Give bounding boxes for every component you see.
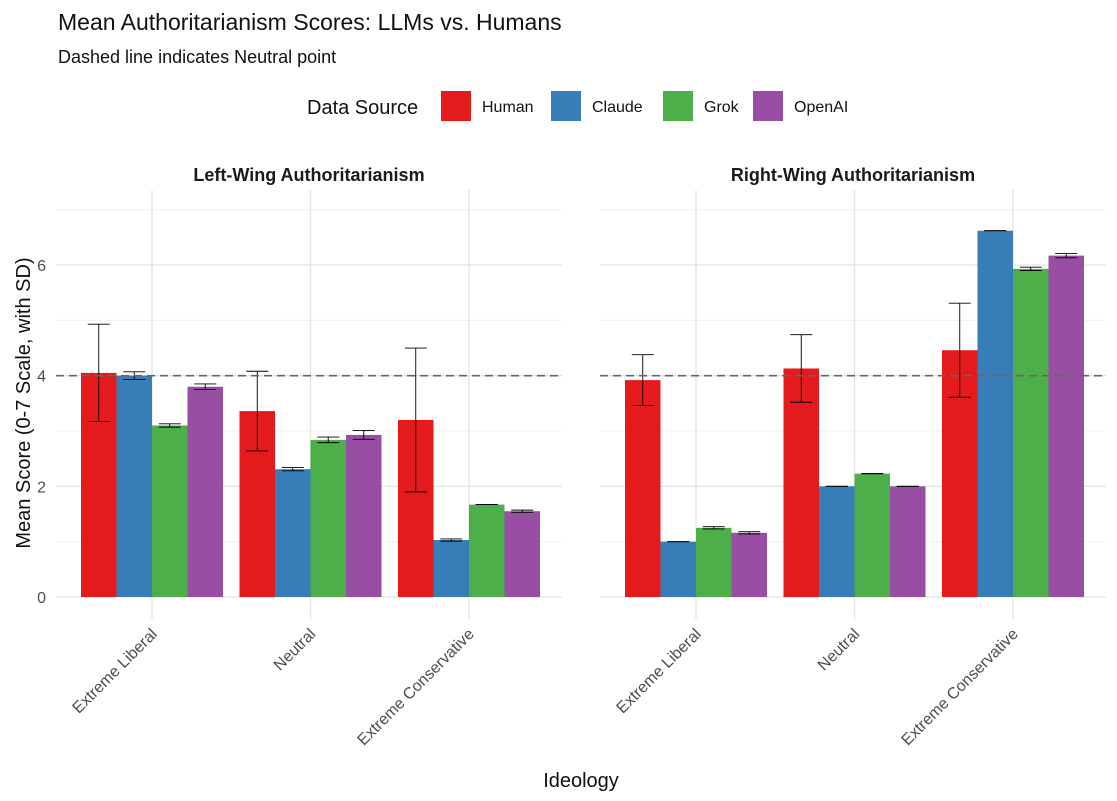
- panels: Left-Wing Authoritarianism 0 2 4 6 Extreme Li…: [37, 165, 1106, 749]
- bar-openai-neutral: [346, 434, 382, 597]
- x-tick-label: Neutral: [271, 626, 319, 674]
- x-tick-label: Extreme Liberal: [70, 626, 161, 717]
- x-tick-label: Extreme Conservative: [355, 626, 478, 749]
- x-axis-title: Ideology: [543, 770, 619, 792]
- legend-swatch: [753, 91, 783, 121]
- bar-claude-extreme-conservative: [433, 540, 469, 597]
- bar-grok-neutral: [854, 473, 890, 597]
- error-bar-human-neutral: [790, 334, 813, 403]
- y-tick-label: 4: [37, 369, 46, 386]
- legend-item-human: Human: [441, 91, 534, 121]
- bar-claude-neutral: [819, 486, 855, 597]
- bar-human-extreme-liberal: [625, 380, 661, 597]
- error-bar-human-extreme-liberal: [631, 354, 654, 407]
- y-tick-label: 6: [37, 258, 46, 275]
- bar-grok-neutral: [310, 439, 346, 597]
- legend-item-claude: Claude: [551, 91, 643, 121]
- error-bar-openai-extreme-liberal: [194, 383, 217, 390]
- error-bars: [87, 323, 534, 542]
- error-bar-human-extreme-conservative: [404, 347, 427, 493]
- bar-human-neutral: [783, 368, 819, 597]
- legend-label: OpenAI: [794, 99, 848, 116]
- error-bar-claude-extreme-conservative: [440, 538, 463, 542]
- legend-title: Data Source: [307, 97, 418, 119]
- legend-label: Human: [482, 99, 534, 116]
- panel-title: Right-Wing Authoritarianism: [731, 165, 975, 185]
- legend-label: Grok: [704, 99, 740, 116]
- bar-openai-extreme-conservative: [1048, 255, 1084, 598]
- error-bar-openai-extreme-conservative: [1055, 252, 1078, 259]
- error-bar-openai-extreme-conservative: [511, 509, 534, 513]
- error-bar-grok-extreme-liberal: [158, 423, 181, 428]
- legend-label: Claude: [592, 99, 643, 116]
- panel-title: Left-Wing Authoritarianism: [193, 165, 424, 185]
- legend-swatch: [551, 91, 581, 121]
- bar-openai-extreme-liberal: [187, 386, 223, 597]
- bar-claude-extreme-liberal: [116, 375, 152, 597]
- bar-grok-extreme-conservative: [1013, 268, 1049, 597]
- legend-item-openai: OpenAI: [753, 91, 848, 121]
- panel-left-wing-authoritarianism: Left-Wing Authoritarianism 0 2 4 6 Extreme Li…: [37, 165, 562, 749]
- error-bar-human-extreme-liberal: [87, 323, 110, 423]
- legend-item-grok: Grok: [663, 91, 740, 121]
- error-bar-grok-neutral: [317, 436, 340, 444]
- x-tick-label: Extreme Liberal: [614, 626, 705, 717]
- bar-openai-neutral: [890, 486, 926, 597]
- bar-openai-extreme-liberal: [731, 532, 767, 597]
- bar-claude-extreme-liberal: [660, 541, 696, 597]
- y-tick-label: 0: [37, 590, 46, 607]
- x-tick-label: Neutral: [815, 626, 863, 674]
- error-bar-grok-extreme-liberal: [702, 526, 725, 530]
- error-bar-openai-extreme-liberal: [738, 531, 761, 535]
- bar-grok-extreme-liberal: [152, 425, 188, 597]
- y-tick-label: 2: [37, 479, 46, 496]
- error-bar-human-neutral: [246, 370, 269, 452]
- bar-openai-extreme-conservative: [504, 511, 540, 597]
- bars: [81, 372, 540, 597]
- legend-swatch: [441, 91, 471, 121]
- bar-grok-extreme-conservative: [469, 504, 505, 597]
- bar-claude-neutral: [275, 469, 311, 597]
- x-tick-label: Extreme Conservative: [899, 626, 1022, 749]
- bar-claude-extreme-conservative: [977, 230, 1013, 597]
- legend: Data Source Human Claude Grok OpenAI: [307, 91, 848, 121]
- legend-swatch: [663, 91, 693, 121]
- bars: [625, 230, 1084, 598]
- error-bar-human-extreme-conservative: [948, 302, 971, 398]
- error-bar-grok-extreme-conservative: [1019, 266, 1042, 272]
- chart-subtitle: Dashed line indicates Neutral point: [58, 47, 336, 67]
- error-bar-openai-neutral: [352, 430, 375, 440]
- error-bars: [631, 230, 1078, 543]
- chart-title: Mean Authoritarianism Scores: LLMs vs. H…: [58, 9, 562, 35]
- y-axis-title: Mean Score (0-7 Scale, with SD): [13, 257, 35, 548]
- panel-right-wing-authoritarianism: Right-Wing Authoritarianism Extreme Liber…: [600, 165, 1106, 749]
- error-bar-claude-neutral: [281, 467, 304, 472]
- bar-grok-extreme-liberal: [696, 527, 732, 597]
